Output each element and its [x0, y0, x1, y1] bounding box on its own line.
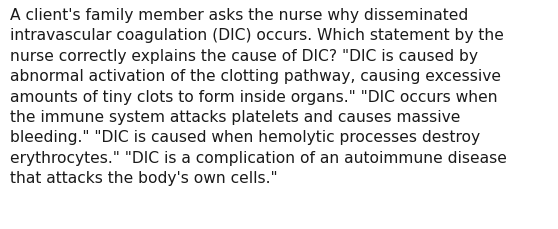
Text: A client's family member asks the nurse why disseminated
intravascular coagulati: A client's family member asks the nurse … [10, 8, 507, 185]
